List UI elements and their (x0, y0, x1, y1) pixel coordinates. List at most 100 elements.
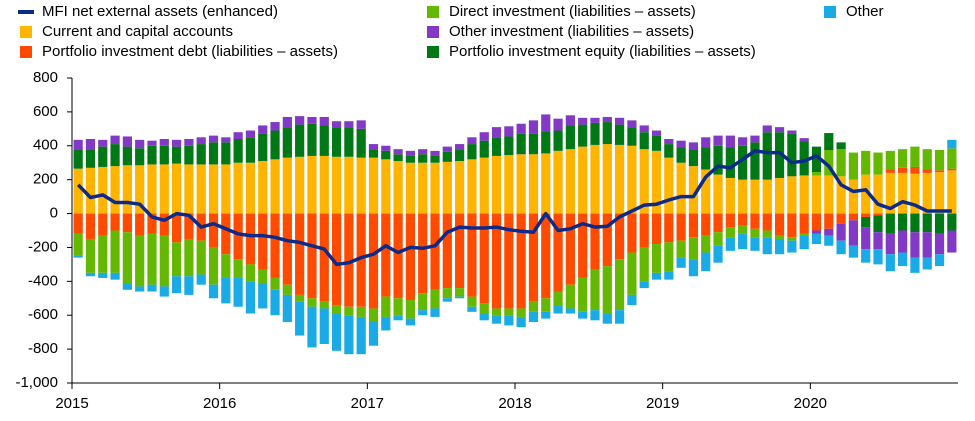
bar-segment (861, 174, 871, 214)
bar-segment (270, 122, 280, 131)
bar-segment (393, 315, 403, 321)
bar-segment (787, 213, 797, 238)
x-tick-label: 2017 (351, 395, 384, 412)
bar-segment (258, 283, 268, 309)
bar-segment (270, 289, 280, 316)
bar-segment (295, 124, 305, 157)
bar-segment (295, 301, 305, 336)
bar-segment (799, 235, 809, 250)
bar-segment (824, 175, 834, 214)
bar-segment (701, 235, 711, 253)
bar-segment (824, 150, 834, 176)
bar-segment (738, 145, 748, 180)
bar-segment (898, 213, 908, 231)
bar-segment (934, 254, 945, 267)
bar-segment (811, 146, 822, 173)
bar-segment (713, 213, 723, 233)
bar-segment (848, 152, 859, 180)
bar-segment (467, 306, 477, 312)
bar-segment (898, 167, 908, 173)
x-tick-label: 2019 (646, 395, 679, 412)
bar-segment (479, 157, 489, 214)
bar-segment (848, 213, 859, 221)
bar-segment (676, 140, 686, 148)
bar-segment (922, 257, 932, 270)
bar-segment (73, 150, 83, 169)
bar-segment (85, 238, 96, 273)
legend-swatch (20, 46, 32, 58)
bar-segment (504, 315, 514, 326)
bar-segment (947, 170, 957, 214)
bar-segment (762, 230, 772, 238)
bar-segment (258, 269, 268, 284)
bar-segment (848, 179, 859, 214)
bar-segment (184, 213, 194, 239)
bar-segment (627, 127, 637, 146)
bar-segment (553, 130, 563, 151)
bar-segment (418, 162, 428, 214)
bar-segment (811, 213, 822, 231)
bar-segment (701, 169, 711, 214)
bar-segment (135, 139, 145, 149)
bar-segment (627, 294, 637, 306)
bar-segment (861, 150, 871, 175)
bar-segment (553, 305, 563, 314)
bar-segment (602, 213, 612, 267)
bar-segment (565, 284, 575, 309)
x-tick-label: 2016 (203, 395, 236, 412)
bar-segment (270, 130, 280, 160)
bar-segment (848, 245, 859, 258)
bar-segment (614, 310, 625, 324)
bar-segment (122, 136, 132, 147)
bar-segment (774, 177, 785, 214)
bar-segment (393, 154, 403, 162)
bar-segment (184, 238, 194, 277)
bar-segment (799, 213, 809, 234)
bar-segment (245, 264, 256, 282)
bar-segment (762, 213, 772, 231)
bar-segment (541, 311, 551, 319)
bar-segment (947, 230, 957, 253)
bar-segment (664, 271, 674, 280)
bar-segment (418, 213, 428, 294)
bar-segment (368, 157, 379, 214)
legend-label: Other investment (liabilities – assets) (449, 23, 694, 40)
bar-segment (270, 159, 280, 214)
bar-segment (639, 132, 649, 150)
bar-segment (196, 144, 206, 165)
x-tick-label: 2018 (498, 395, 531, 412)
bar-segment (295, 294, 305, 302)
bar-segment (836, 149, 846, 177)
bar-segment (245, 281, 256, 314)
bar-segment (750, 135, 760, 143)
bar-segment (356, 316, 366, 355)
bar-segment (98, 272, 108, 278)
bar-segment (491, 155, 502, 214)
bar-segment (922, 172, 932, 214)
bar-segment (208, 142, 219, 165)
bar-segment (307, 306, 317, 348)
bar-segment (861, 227, 871, 250)
bar-segment (553, 213, 563, 292)
bar-segment (73, 139, 83, 151)
bar-segment (319, 301, 329, 309)
bar-segment (110, 144, 120, 167)
bar-segment (344, 156, 354, 214)
bar-segment (799, 141, 809, 176)
bar-segment (405, 150, 416, 156)
bar-segment (565, 125, 575, 150)
bar-segment (221, 142, 231, 165)
bar-segment (910, 146, 920, 167)
bar-segment (270, 277, 280, 290)
bar-segment (504, 213, 514, 309)
bar-segment (885, 150, 895, 170)
bar-segment (738, 225, 748, 234)
bar-segment (553, 150, 563, 214)
bar-segment (614, 259, 625, 311)
bar-segment (368, 322, 379, 346)
bar-segment (713, 145, 723, 175)
bar-segment (824, 228, 834, 236)
bar-segment (368, 308, 379, 322)
bar-segment (541, 153, 551, 214)
bar-segment (701, 213, 711, 236)
